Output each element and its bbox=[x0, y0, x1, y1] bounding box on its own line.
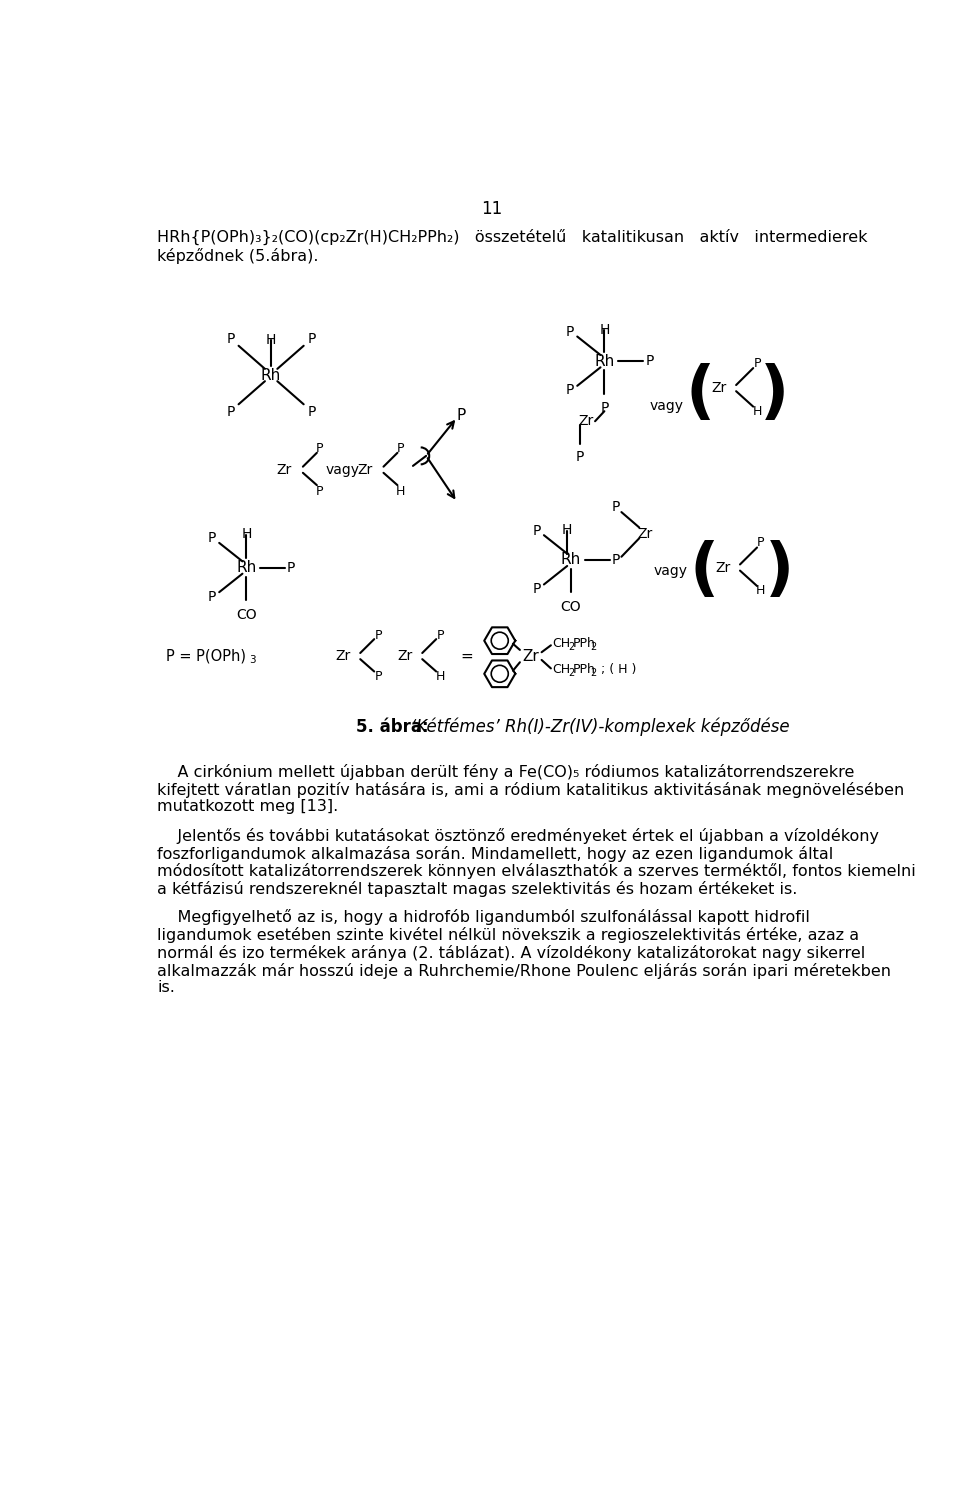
Text: H: H bbox=[756, 584, 766, 597]
Text: P: P bbox=[600, 401, 609, 415]
Text: P: P bbox=[757, 536, 765, 549]
Text: P: P bbox=[227, 332, 235, 345]
Text: H: H bbox=[436, 670, 445, 683]
Text: CH: CH bbox=[552, 664, 570, 676]
Text: P: P bbox=[566, 325, 574, 339]
Text: 11: 11 bbox=[481, 200, 503, 219]
Text: Zr: Zr bbox=[578, 414, 593, 429]
Text: P: P bbox=[612, 500, 620, 515]
Text: CH: CH bbox=[552, 637, 570, 651]
Text: H: H bbox=[266, 332, 276, 347]
Text: P: P bbox=[533, 524, 541, 538]
Text: Zr: Zr bbox=[715, 560, 731, 575]
Text: H: H bbox=[562, 523, 572, 538]
Text: ): ) bbox=[760, 363, 789, 426]
Text: P: P bbox=[227, 405, 235, 418]
Text: vagy: vagy bbox=[325, 463, 359, 476]
Text: P: P bbox=[437, 628, 444, 642]
Text: P: P bbox=[575, 451, 584, 465]
Text: PPh: PPh bbox=[572, 637, 595, 651]
Text: PPh: PPh bbox=[572, 664, 595, 676]
Text: módosított katalizátorrendszerek könnyen elválaszthatók a szerves terméktől, fon: módosított katalizátorrendszerek könnyen… bbox=[157, 864, 916, 879]
Text: képződnek (5.ábra).: képződnek (5.ábra). bbox=[157, 249, 319, 264]
Text: CO: CO bbox=[236, 608, 256, 621]
Text: H: H bbox=[599, 323, 610, 337]
Text: P: P bbox=[645, 354, 654, 368]
Text: vagy: vagy bbox=[649, 399, 684, 412]
Text: H: H bbox=[753, 405, 761, 418]
Text: P: P bbox=[208, 532, 216, 545]
Text: alkalmazzák már hosszú ideje a Ruhrchemie/Rhone Poulenc eljárás során ipari mére: alkalmazzák már hosszú ideje a Ruhrchemi… bbox=[157, 962, 891, 978]
Text: (: ( bbox=[685, 363, 714, 426]
Text: foszforligandumok alkalmazása során. Mindamellett, hogy az ezen ligandumok által: foszforligandumok alkalmazása során. Min… bbox=[157, 846, 833, 862]
Text: P: P bbox=[754, 357, 761, 369]
Text: Rh: Rh bbox=[561, 552, 581, 567]
Text: P: P bbox=[208, 590, 216, 605]
Text: Zr: Zr bbox=[357, 463, 372, 476]
Text: HRh{P(OPh)₃}₂(CO)(cp₂Zr(H)CH₂PPh₂)   összetételű   katalitikusan   aktív   inter: HRh{P(OPh)₃}₂(CO)(cp₂Zr(H)CH₂PPh₂) össze… bbox=[157, 229, 868, 244]
Text: ; ( H ): ; ( H ) bbox=[596, 664, 636, 676]
Text: ): ) bbox=[765, 541, 794, 603]
Text: Zr: Zr bbox=[396, 649, 412, 663]
Text: ligandumok esetében szinte kivétel nélkül növekszik a regioszelektivitás értéke,: ligandumok esetében szinte kivétel nélkü… bbox=[157, 928, 859, 943]
Text: Jelentős és további kutatásokat ösztönző eredményeket értek el újabban a vízoldé: Jelentős és további kutatásokat ösztönző… bbox=[157, 828, 879, 844]
Text: P: P bbox=[316, 485, 324, 497]
Text: P: P bbox=[456, 408, 466, 423]
Text: 2: 2 bbox=[568, 642, 574, 652]
Text: P: P bbox=[396, 442, 404, 454]
Text: Zr: Zr bbox=[522, 649, 540, 664]
Text: P: P bbox=[316, 442, 324, 454]
Text: Zr: Zr bbox=[711, 381, 727, 395]
Text: P: P bbox=[287, 560, 296, 575]
Text: normál és izo termékek aránya (2. táblázat). A vízoldékony katalizátorokat nagy : normál és izo termékek aránya (2. tábláz… bbox=[157, 946, 866, 960]
Text: P: P bbox=[375, 628, 383, 642]
Text: ‘Kétfémes’ Rh(I)-Zr(IV)-komplexek képződése: ‘Kétfémes’ Rh(I)-Zr(IV)-komplexek képződ… bbox=[411, 718, 789, 736]
Text: Zr: Zr bbox=[276, 463, 292, 476]
Text: CO: CO bbox=[561, 600, 582, 613]
Text: mutatkozott meg [13].: mutatkozott meg [13]. bbox=[157, 800, 339, 814]
Text: 2: 2 bbox=[590, 642, 597, 652]
Text: kifejtett váratlan pozitív hatására is, ami a ródium katalitikus aktivitásának m: kifejtett váratlan pozitív hatására is, … bbox=[157, 782, 904, 798]
Text: P: P bbox=[612, 552, 620, 567]
Text: Zr: Zr bbox=[335, 649, 350, 663]
Text: P: P bbox=[533, 582, 541, 596]
Text: Rh: Rh bbox=[236, 560, 256, 575]
Text: A cirkónium mellett újabban derült fény a Fe(CO)₅ ródiumos katalizátorrendszerek: A cirkónium mellett újabban derült fény … bbox=[157, 764, 854, 780]
Text: P: P bbox=[566, 384, 574, 398]
Text: H: H bbox=[396, 485, 405, 497]
Text: is.: is. bbox=[157, 980, 175, 995]
Text: P = P(OPh): P = P(OPh) bbox=[166, 649, 247, 664]
Text: 2: 2 bbox=[590, 669, 597, 677]
Text: 5. ábra:: 5. ábra: bbox=[356, 718, 429, 736]
Text: 3: 3 bbox=[250, 655, 256, 666]
Text: 2: 2 bbox=[568, 669, 574, 677]
Text: H: H bbox=[241, 527, 252, 542]
Text: Rh: Rh bbox=[261, 368, 281, 383]
Text: Megfigyelhető az is, hogy a hidrofób ligandumból szulfonálással kapott hidrofil: Megfigyelhető az is, hogy a hidrofób lig… bbox=[157, 910, 810, 925]
Text: P: P bbox=[375, 670, 383, 683]
Text: =: = bbox=[461, 649, 473, 664]
Text: vagy: vagy bbox=[653, 564, 687, 578]
Text: (: ( bbox=[689, 541, 719, 603]
Text: a kétfázisú rendszereknél tapasztalt magas szelektivitás és hozam értékeket is.: a kétfázisú rendszereknél tapasztalt mag… bbox=[157, 881, 798, 896]
Text: Rh: Rh bbox=[594, 354, 614, 369]
Text: Zr: Zr bbox=[637, 527, 652, 541]
Text: P: P bbox=[307, 405, 316, 418]
Text: P: P bbox=[307, 332, 316, 345]
